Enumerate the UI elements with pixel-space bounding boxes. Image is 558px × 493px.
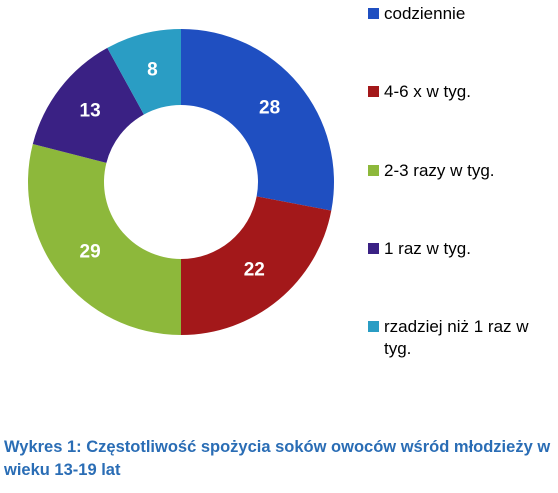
donut-segment [181,196,332,335]
legend-item: rzadziej niż 1 raz w tyg. [368,316,553,360]
legend-swatch [368,243,379,254]
legend-swatch [368,321,379,332]
donut-segment [107,29,181,115]
data-label: 13 [80,101,101,122]
data-label: 28 [259,98,280,119]
legend-item: 4-6 x w tyg. [368,81,553,103]
data-label: 22 [244,260,265,281]
legend-item: codziennie [368,3,553,25]
legend-label: 4-6 x w tyg. [384,82,471,101]
legend-label: rzadziej niż 1 raz w tyg. [384,317,529,358]
donut-segment [32,47,144,163]
legend-swatch [368,86,379,97]
legend-label: 1 raz w tyg. [384,239,471,258]
legend-label: codziennie [384,4,466,23]
legend-label: 2-3 razy w tyg. [384,161,495,180]
legend-swatch [368,165,379,176]
donut-segment [181,29,334,211]
legend-swatch [368,8,379,19]
data-label: 29 [80,241,101,262]
legend-item: 1 raz w tyg. [368,238,553,260]
legend-item: 2-3 razy w tyg. [368,160,553,182]
donut-segment [27,143,182,335]
caption: Wykres 1: Częstotliwość spożycia soków o… [4,438,551,479]
data-label: 8 [147,60,158,81]
